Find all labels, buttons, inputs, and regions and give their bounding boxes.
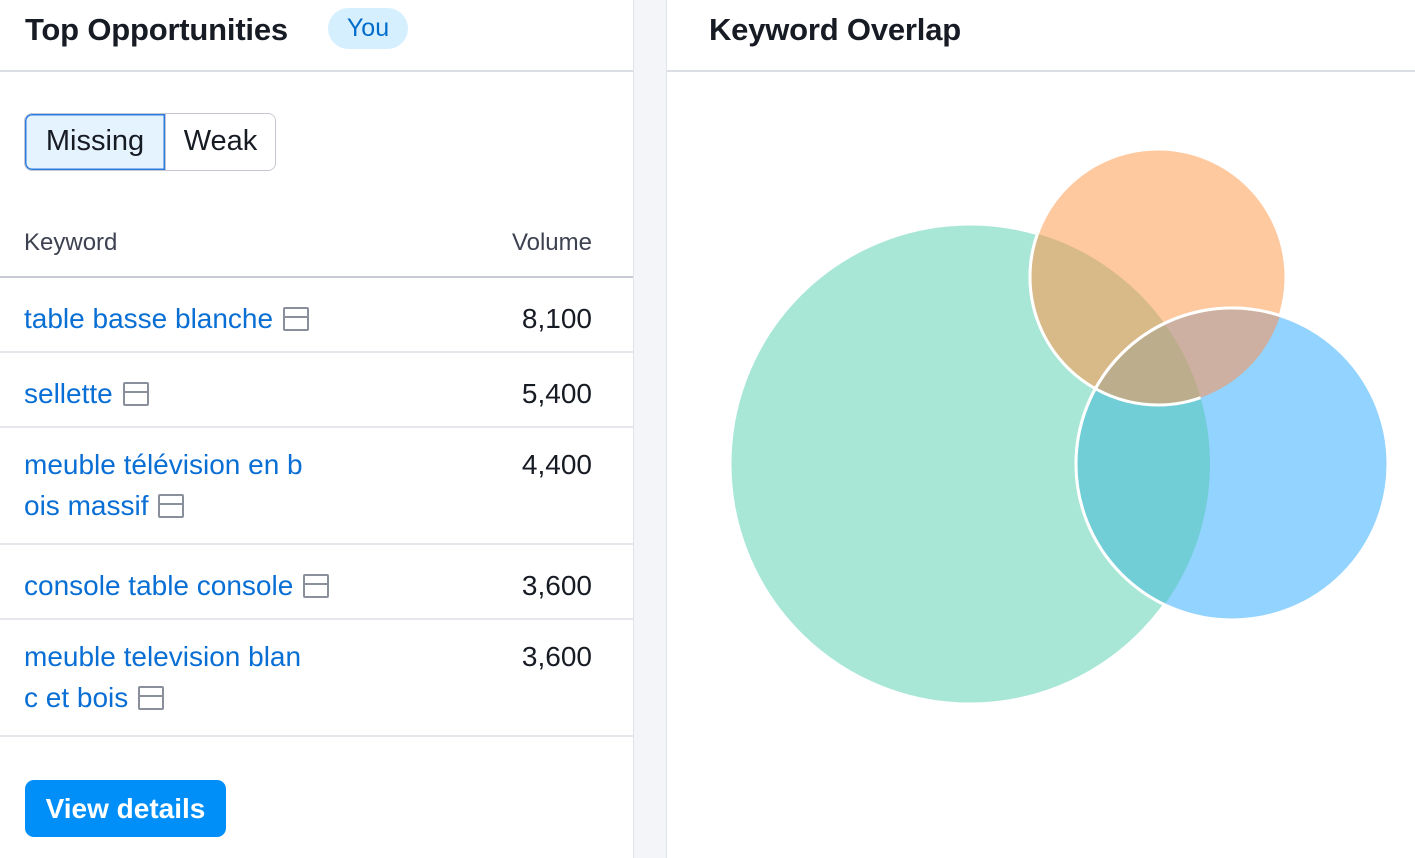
keyword-column-header: Keyword [24, 229, 118, 256]
keyword-volume: 5,400 [521, 378, 592, 409]
keyword-volume: 4,400 [521, 449, 592, 480]
panel-title: Keyword Overlap [709, 12, 961, 47]
view-details-button[interactable]: View details [25, 780, 226, 837]
keyword-volume: 8,100 [521, 303, 592, 334]
keyword-text-line: console table console [24, 570, 294, 601]
table-row: meuble television blan c et bois 3,600 [0, 620, 633, 737]
keyword-table: table basse blanche 8,100 sellette 5,400 meu… [0, 278, 633, 737]
keyword-text-line: table basse blanche [24, 303, 274, 334]
keyword-link[interactable]: meuble télévision en b ois massif [24, 444, 303, 526]
keyword-text-line: meuble television blan [24, 641, 302, 672]
keyword-link[interactable]: table basse blanche [24, 298, 310, 339]
missing-tab[interactable]: Missing [25, 114, 165, 170]
serp-features-icon[interactable] [283, 306, 310, 331]
volume-column-header[interactable]: Volume [511, 229, 592, 256]
keyword-overlap-venn-diagram [728, 147, 1390, 706]
keyword-text-line: sellette [24, 378, 113, 409]
keyword-text-line: meuble télévision en b [24, 449, 303, 480]
keyword-link[interactable]: console table console [24, 565, 330, 606]
top-opportunities-panel: Top Opportunities You Missing Weak Keywo… [0, 0, 634, 858]
table-row: meuble télévision en b ois massif 4,400 [0, 428, 633, 545]
header-divider [0, 276, 633, 278]
serp-features-icon[interactable] [122, 381, 149, 406]
keyword-text-line: c et bois [24, 682, 129, 713]
weak-tab[interactable]: Weak [165, 114, 275, 170]
you-badge: You [328, 8, 408, 49]
serp-features-icon[interactable] [158, 493, 185, 518]
table-row: table basse blanche 8,100 [0, 278, 633, 353]
panel-header: Keyword Overlap [667, 0, 1415, 72]
panel-header: Top Opportunities You [0, 0, 633, 72]
keyword-volume: 3,600 [521, 570, 592, 601]
all-three-overlap[interactable] [1076, 308, 1388, 620]
keyword-text-line: ois massif [24, 490, 149, 521]
keyword-volume: 3,600 [521, 641, 592, 672]
panel-title: Top Opportunities [25, 12, 288, 47]
table-row: sellette 5,400 [0, 353, 633, 428]
keyword-overlap-panel: Keyword Overlap [666, 0, 1415, 858]
serp-features-icon[interactable] [138, 685, 165, 710]
opportunity-type-switch: Missing Weak [24, 113, 276, 171]
table-row: console table console 3,600 [0, 545, 633, 620]
serp-features-icon[interactable] [303, 573, 330, 598]
keyword-link[interactable]: sellette [24, 373, 149, 414]
keyword-link[interactable]: meuble television blan c et bois [24, 636, 301, 718]
